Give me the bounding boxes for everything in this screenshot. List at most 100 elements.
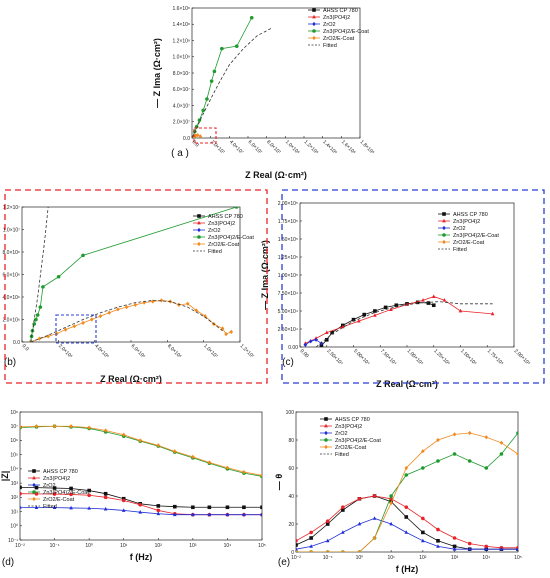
- data-point-zro2-e-coat: [421, 449, 425, 454]
- series-line-zn3-po4-2: [305, 296, 493, 344]
- x-tick-label: 2.0×10⁶: [57, 343, 74, 360]
- data-point-ahss-cp-780: [426, 301, 431, 305]
- data-point-zro2-e-coat: [242, 469, 246, 475]
- legend-marker: [197, 241, 201, 247]
- data-point-zro2: [308, 339, 313, 344]
- x-tick-label: 10⁰: [85, 543, 93, 549]
- data-point-zro2-e-coat: [159, 298, 164, 303]
- legend-label: ZrO2/E-Coat: [335, 445, 367, 451]
- legend-label: AHSS CP 780: [208, 214, 243, 220]
- data-point-zro2-e-coat: [325, 549, 330, 552]
- data-point-zn3-po4-2: [69, 492, 73, 497]
- data-point-zro2: [296, 547, 298, 551]
- y-tick-label: 7.50×10⁴: [278, 291, 298, 297]
- data-point-zro2-e-coat: [467, 430, 472, 436]
- data-point-zro2: [325, 538, 330, 543]
- data-point-zn3-po4-2: [442, 298, 447, 302]
- x-axis-label: f (Hz): [130, 552, 153, 562]
- y-tick-label: 2.50×10⁴: [278, 327, 298, 333]
- legend-marker: [197, 235, 201, 239]
- data-point-zn3-po4-2: [325, 519, 330, 523]
- x-tick-label: 10¹: [120, 543, 128, 549]
- x-tick-label: 1.0×10⁸: [284, 139, 301, 156]
- legend-marker: [442, 239, 446, 245]
- data-point-ahss-cp-780: [34, 485, 39, 490]
- x-tick-label: 7.50×10⁴: [379, 348, 398, 367]
- legend-label: Zn3(PO4)2: [453, 219, 480, 225]
- data-point-ahss-cp-780: [362, 312, 366, 317]
- data-point-zn3-po4-2-e-coat: [516, 431, 518, 435]
- data-point-zro2-e-coat: [191, 454, 195, 459]
- data-point-ahss-cp-780: [383, 305, 388, 310]
- legend: AHSS CP 780Zn3(PO4)2ZrO2Zn3(PO4)2/E-Coat…: [308, 8, 369, 49]
- data-point-zro2-e-coat: [194, 308, 199, 313]
- y-tick-label: 100: [286, 410, 295, 416]
- data-point-zn3-po4-2-e-coat: [249, 15, 254, 20]
- y-tick-label: 1.75×10⁵: [278, 219, 298, 225]
- y-tick-label: 10⁻¹: [8, 538, 18, 544]
- data-point-ahss-cp-780: [421, 530, 425, 535]
- data-point-zro2-e-coat: [34, 424, 39, 429]
- x-tick-label: 0.0: [191, 139, 200, 148]
- data-point-ahss-cp-780: [309, 536, 313, 540]
- x-tick-label: 10⁰: [356, 555, 364, 561]
- legend-marker: [197, 220, 201, 225]
- legend-label: Zn3(PO4)2: [208, 221, 235, 227]
- data-point-zro2-e-coat: [116, 307, 120, 312]
- data-point-ahss-cp-780: [242, 505, 246, 510]
- data-point-zro2-e-coat: [484, 435, 489, 440]
- x-tick-label: 5.00×10⁴: [352, 348, 371, 367]
- data-point-zro2-e-coat: [103, 428, 108, 433]
- data-point-zn3-po4-2-e-coat: [205, 97, 209, 101]
- data-point-zro2: [389, 521, 393, 526]
- data-point-zro2-e-coat: [52, 424, 57, 429]
- y-tick-label: 1.0×10⁷: [3, 227, 20, 233]
- legend-marker: [442, 212, 446, 216]
- data-layer: [192, 15, 272, 138]
- y-tick-label: 6.0×10⁶: [3, 272, 21, 278]
- legend-label: Fitted: [335, 452, 349, 458]
- legend: AHSS CP 780Zn3(PO4)2ZrO2Zn3(PO4)2/E-Coat…: [438, 212, 499, 253]
- legend-label: Zn3(PO4)2: [323, 15, 350, 21]
- x-tick-label: 0.0: [21, 343, 30, 352]
- data-point-zn3-po4-2: [341, 324, 345, 329]
- legend-marker: [324, 423, 328, 428]
- panel-label: (c): [282, 357, 294, 368]
- data-point-zro2-e-coat: [198, 134, 203, 138]
- data-point-zro2: [404, 530, 409, 534]
- y-tick-label: 1.2×10⁷: [3, 205, 20, 211]
- data-point-zro2: [499, 547, 504, 551]
- legend-label: ZrO2: [335, 431, 348, 437]
- data-point-ahss-cp-780: [87, 488, 91, 493]
- data-point-zn3-po4-2-e-coat: [235, 44, 239, 48]
- data-point-zro2-e-coat: [185, 301, 190, 306]
- data-point-ahss-cp-780: [296, 543, 298, 547]
- legend-label: ZrO2/E-Coat: [453, 240, 485, 246]
- data-point-ahss-cp-780: [325, 522, 330, 526]
- legend-label: ZrO2: [323, 22, 336, 28]
- data-point-zn3-po4-2: [452, 536, 457, 540]
- y-tick-label: 10⁸: [10, 410, 18, 416]
- data-point-zn3-po4-2-e-coat: [484, 466, 489, 470]
- data-point-zn3-po4-2: [309, 530, 313, 535]
- y-tick-label: 10⁶: [10, 438, 18, 444]
- chart-e: 10⁻² 10⁻¹ 10⁰ 10¹ 10² 10³ 10⁴ 10⁵ 0 20 40 60 80 100 f …: [274, 410, 522, 574]
- data-point-zro2-e-coat: [87, 425, 91, 430]
- y-tick-label: 1.6×10⁸: [172, 6, 190, 12]
- plot-frame: [299, 202, 515, 348]
- data-point-zn3-po4-2: [121, 498, 126, 503]
- fitted-line: [192, 27, 272, 138]
- data-point-zro2: [467, 547, 472, 551]
- data-point-zro2-e-coat: [121, 432, 126, 437]
- legend-marker: [312, 21, 316, 27]
- legend-label: ZrO2: [453, 226, 466, 232]
- x-tick-label: 1.0×10⁷: [202, 343, 219, 360]
- data-point-zro2: [103, 506, 108, 511]
- data-point-ahss-cp-780: [156, 504, 161, 508]
- data-point-zn3-po4-2: [490, 311, 495, 316]
- data-point-ahss-cp-780: [394, 303, 399, 308]
- y-tick-label: 4.0×10⁷: [173, 103, 190, 109]
- legend: AHSS CP 780Zn3(PO4)2ZrO2Zn3(PO4)2/E-Coat…: [28, 469, 89, 510]
- data-point-ahss-cp-780: [415, 300, 420, 305]
